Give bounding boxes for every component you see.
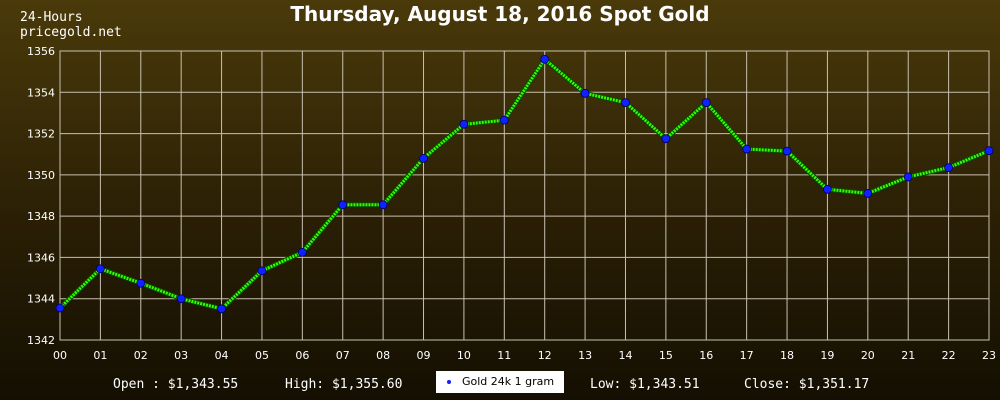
chart-title: Thursday, August 18, 2016 Spot Gold <box>290 2 710 26</box>
data-point <box>580 88 590 98</box>
x-tick-label: 11 <box>497 349 511 362</box>
grid <box>59 50 990 341</box>
data-point <box>661 134 671 144</box>
data-point <box>257 266 267 276</box>
y-tick-label: 1344 <box>27 293 55 306</box>
x-tick-label: 05 <box>255 349 269 362</box>
x-tick-label: 04 <box>215 349 229 362</box>
y-tick-label: 1356 <box>27 45 55 58</box>
x-tick-label: 06 <box>295 349 309 362</box>
x-tick-label: 18 <box>780 349 794 362</box>
data-point <box>984 146 994 156</box>
data-point <box>378 200 388 210</box>
period-label: 24-Hours <box>20 10 83 25</box>
series-line <box>58 57 990 311</box>
y-tick-label: 1342 <box>27 334 55 347</box>
data-point <box>903 172 913 182</box>
y-axis-ticks: 1342 1344 1346 1348 1350 1352 1354 1356 <box>27 45 55 347</box>
x-tick-label: 19 <box>820 349 834 362</box>
open-stat: Open : $1,343.55 <box>113 377 239 392</box>
corner-label: 24-Hours pricegold.net <box>20 10 122 40</box>
data-point <box>540 54 550 64</box>
series-line-layer <box>58 56 990 312</box>
data-point <box>419 153 428 163</box>
data-point <box>55 303 65 313</box>
close-stat: Close: $1,351.17 <box>744 377 870 392</box>
legend-marker-icon <box>447 380 451 384</box>
y-tick-label: 1346 <box>27 251 55 264</box>
data-point <box>742 144 752 154</box>
site-label: pricegold.net <box>20 25 122 40</box>
y-tick-label: 1350 <box>27 169 55 182</box>
x-tick-label: 02 <box>134 349 148 362</box>
data-point <box>297 247 307 257</box>
y-tick-label: 1348 <box>27 210 55 223</box>
plot-border <box>59 50 990 341</box>
data-point <box>459 119 469 129</box>
data-point <box>701 98 711 108</box>
data-point <box>621 98 630 108</box>
y-tick-label: 1352 <box>27 128 55 141</box>
legend-label: Gold 24k 1 gram <box>462 375 555 388</box>
data-point <box>95 264 105 274</box>
x-tick-label: 17 <box>740 349 754 362</box>
x-tick-label: 00 <box>53 349 67 362</box>
x-tick-label: 20 <box>861 349 875 362</box>
summary-bar: Open : $1,343.55 High: $1,355.60 Gold 24… <box>0 371 1000 397</box>
x-tick-label: 01 <box>93 349 107 362</box>
data-point <box>499 115 509 125</box>
data-point <box>217 304 226 314</box>
x-tick-label: 23 <box>982 349 996 362</box>
x-tick-label: 07 <box>336 349 350 362</box>
x-tick-label: 14 <box>618 349 632 362</box>
series-line-shadow <box>58 56 990 312</box>
x-tick-label: 15 <box>659 349 673 362</box>
data-point <box>863 189 873 198</box>
data-point <box>944 163 954 173</box>
legend: Gold 24k 1 gram <box>436 371 564 393</box>
low-stat: Low: $1,343.51 <box>590 377 700 392</box>
x-tick-label: 22 <box>942 349 956 362</box>
series-markers <box>55 54 994 314</box>
x-tick-label: 08 <box>376 349 390 362</box>
x-tick-label: 10 <box>457 349 471 362</box>
y-tick-label: 1354 <box>27 86 55 99</box>
x-axis-ticks: 00 01 02 03 04 05 06 07 08 09 10 11 12 13 14 15 16 17 18 19… <box>53 349 996 362</box>
data-point <box>782 146 792 156</box>
high-stat: High: $1,355.60 <box>285 377 403 392</box>
data-point <box>823 184 832 194</box>
x-tick-label: 03 <box>174 349 188 362</box>
data-point <box>176 294 186 304</box>
x-tick-label: 09 <box>417 349 431 362</box>
x-tick-label: 16 <box>699 349 713 362</box>
data-point <box>338 200 348 210</box>
x-tick-label: 12 <box>538 349 552 362</box>
data-point <box>136 278 146 288</box>
x-tick-label: 21 <box>901 349 915 362</box>
x-tick-label: 13 <box>578 349 592 362</box>
